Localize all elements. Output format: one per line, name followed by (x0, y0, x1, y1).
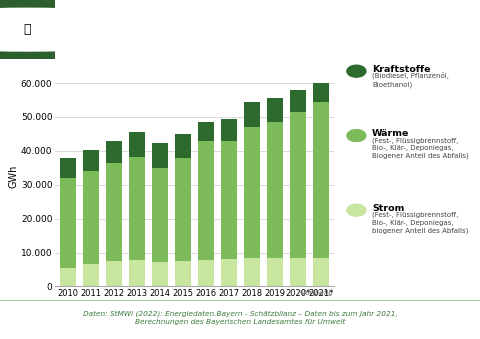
Bar (244, 127, 260, 258)
Circle shape (347, 65, 366, 77)
Bar (313, 258, 329, 286)
Bar (198, 122, 214, 141)
Bar (290, 112, 306, 258)
Bar (290, 90, 306, 112)
Bar (83, 264, 99, 286)
Bar (0, 0, 55, 59)
Bar (175, 158, 191, 261)
Bar (60, 158, 76, 178)
Bar (313, 102, 329, 258)
Bar (106, 141, 122, 163)
Bar (198, 141, 214, 260)
Text: (Fest-, Flüssigbrennstoff,
Bio-, Klär-, Deponiegas,
biogener Anteil des Abfalls): (Fest-, Flüssigbrennstoff, Bio-, Klär-, … (372, 212, 468, 234)
Bar (221, 141, 237, 259)
Circle shape (347, 204, 366, 216)
Text: Kraftstoffe: Kraftstoffe (372, 65, 431, 74)
Bar (221, 259, 237, 286)
Bar (313, 83, 329, 102)
Bar (60, 268, 76, 286)
Bar (129, 132, 144, 157)
Bar (106, 261, 122, 286)
Text: Entwicklung der Bioenergie in Bayern: Entwicklung der Bioenergie in Bayern (60, 11, 310, 24)
Bar (221, 119, 237, 141)
Bar (152, 143, 168, 168)
Text: Daten: StMWi (2022): Energiedaten.Bayern - Schätzbilanz – Daten bis zum Jahr 202: Daten: StMWi (2022): Energiedaten.Bayern… (83, 310, 397, 325)
Bar (267, 122, 283, 258)
Bar (290, 258, 306, 286)
Bar (129, 260, 144, 286)
Text: Wärme: Wärme (372, 129, 409, 138)
Text: (Biodiesel, Pflanzenöl,
Bioethanol): (Biodiesel, Pflanzenöl, Bioethanol) (372, 73, 449, 88)
Bar (198, 260, 214, 286)
Bar (244, 258, 260, 286)
Y-axis label: GWh: GWh (8, 165, 18, 188)
Bar (83, 150, 99, 171)
Bar (175, 134, 191, 158)
Bar (267, 258, 283, 286)
Bar (175, 261, 191, 286)
Text: Strom, Wärme, und Kraftstoffe aus Biomasse in GWh: Strom, Wärme, und Kraftstoffe aus Biomas… (60, 38, 385, 48)
Bar (152, 262, 168, 286)
Text: *Vorläufig: *Vorläufig (298, 290, 334, 296)
Text: Strom: Strom (372, 204, 404, 213)
Bar (129, 157, 144, 260)
Bar (83, 171, 99, 264)
Circle shape (0, 8, 200, 51)
Bar (267, 98, 283, 122)
Bar (152, 168, 168, 262)
Bar (106, 163, 122, 261)
Circle shape (347, 129, 366, 142)
Text: 🌿: 🌿 (24, 23, 31, 36)
Bar (60, 178, 76, 268)
Text: (Fest-, Flüssigbrennstoff,
Bio-, Klär-, Deponiegas,
Biogener Anteil des Abfalls): (Fest-, Flüssigbrennstoff, Bio-, Klär-, … (372, 137, 469, 159)
Bar (244, 102, 260, 127)
